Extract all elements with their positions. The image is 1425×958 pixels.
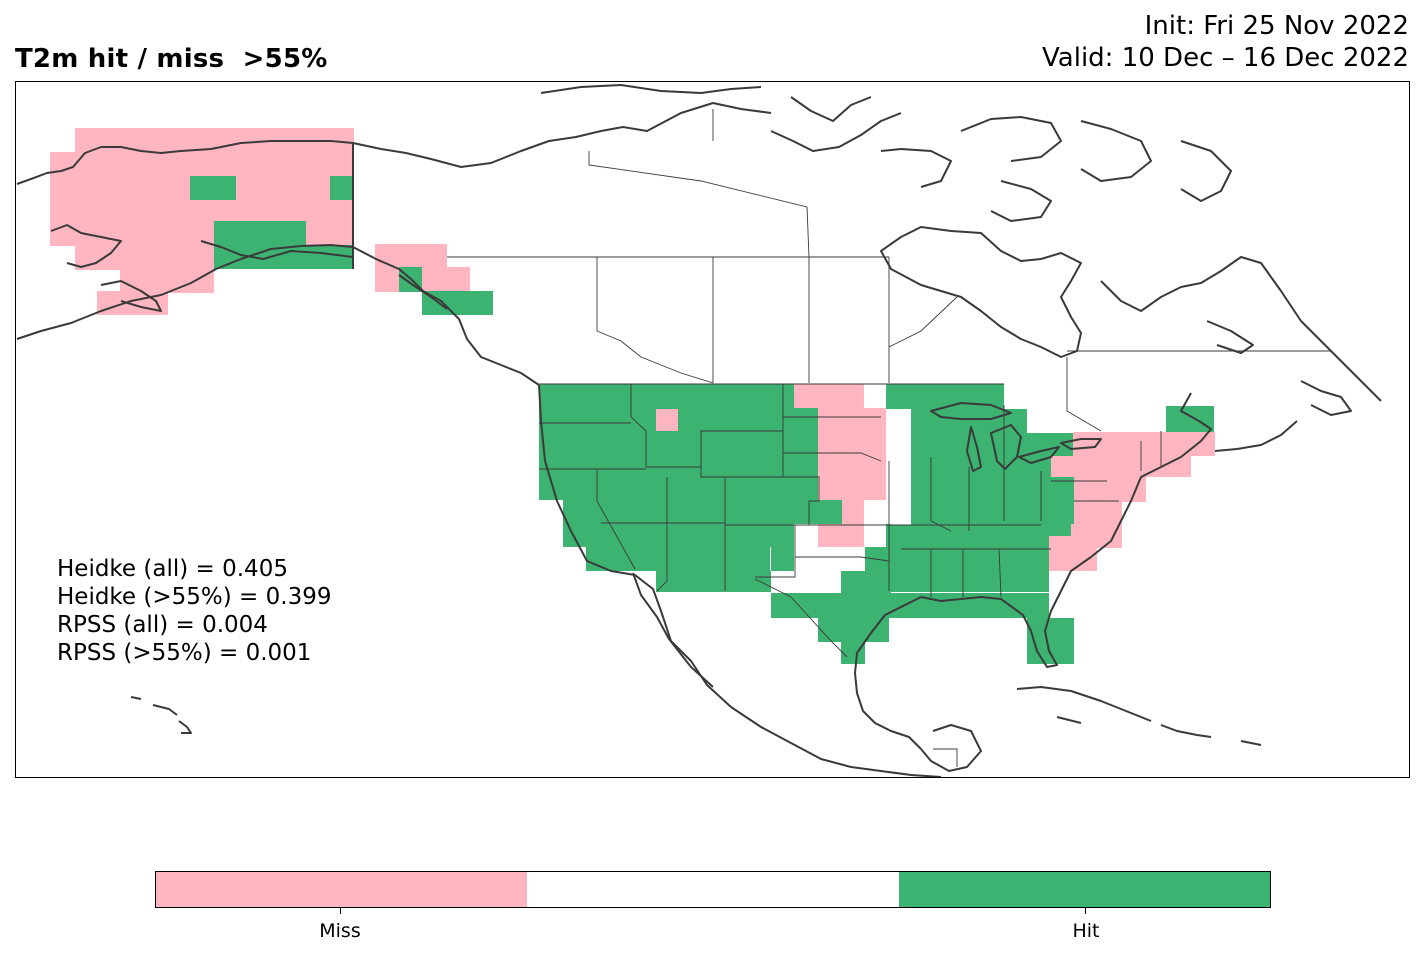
panhandle-grid xyxy=(375,244,493,315)
hit-cells xyxy=(214,245,354,269)
hit-cells xyxy=(1051,477,1074,502)
hit-cells xyxy=(656,571,748,592)
miss-cells xyxy=(50,200,354,222)
hit-cells xyxy=(330,176,354,200)
hit-cells xyxy=(214,221,306,246)
neutral-cells xyxy=(864,384,886,408)
hit-cells xyxy=(771,547,794,571)
hit-cells xyxy=(891,524,1049,592)
neutral-cells xyxy=(864,500,891,524)
rpss-all: RPSS (all) = 0.004 xyxy=(57,612,268,638)
miss-cells xyxy=(375,244,447,269)
valid-dates: Valid: 10 Dec – 16 Dec 2022 xyxy=(1042,43,1409,73)
alaska-grid xyxy=(50,128,354,315)
hit-cells xyxy=(563,500,794,547)
colorbar-label-miss: Miss xyxy=(319,920,361,942)
hit-cells xyxy=(889,593,1049,618)
miss-cells xyxy=(50,152,354,177)
colorbar-tick-hit xyxy=(1085,908,1086,914)
miss-cells xyxy=(1049,536,1097,571)
hit-cells xyxy=(771,593,891,618)
neutral-cells xyxy=(794,571,818,593)
hit-cells xyxy=(818,618,889,642)
neutral-cells xyxy=(771,571,794,593)
map-canvas xyxy=(16,84,1382,777)
hit-cells xyxy=(539,384,794,500)
hit-cells xyxy=(422,291,493,315)
heidke-55: Heidke (>55%) = 0.399 xyxy=(57,584,332,610)
rpss-55: RPSS (>55%) = 0.001 xyxy=(57,640,312,666)
hit-cells xyxy=(841,642,865,664)
map-panel xyxy=(15,81,1410,778)
miss-cells xyxy=(306,221,354,246)
map-title: T2m hit / miss >55% xyxy=(15,44,328,74)
hit-cells xyxy=(1049,524,1071,536)
colorbar xyxy=(155,871,1271,908)
miss-cells xyxy=(794,384,864,408)
miss-cells xyxy=(1073,432,1215,456)
miss-cells xyxy=(120,269,214,293)
hit-cells xyxy=(841,571,891,595)
hit-cells xyxy=(770,500,842,524)
skill-scores: Heidke (all) = 0.405 Heidke (>55%) = 0.3… xyxy=(57,555,331,667)
miss-cells xyxy=(818,408,886,432)
colorbar-hit-segment xyxy=(898,872,1270,907)
heidke-all: Heidke (all) = 0.405 xyxy=(57,556,288,582)
miss-cells xyxy=(50,221,214,246)
miss-cells xyxy=(656,409,678,431)
colorbar-tick-miss xyxy=(340,908,341,914)
hit-cells xyxy=(190,176,236,200)
miss-cells xyxy=(1051,456,1191,477)
colorbar-miss-segment xyxy=(156,872,528,907)
miss-cells xyxy=(842,500,864,524)
miss-cells xyxy=(375,267,470,292)
hit-cells xyxy=(1027,500,1073,524)
hit-cells xyxy=(1166,406,1214,434)
miss-cells xyxy=(75,245,214,270)
political-boundaries xyxy=(352,109,1331,767)
coastlines xyxy=(16,84,1382,777)
neutral-cells xyxy=(794,524,818,548)
init-date: Init: Fri 25 Nov 2022 xyxy=(1144,11,1409,41)
miss-cells xyxy=(818,524,864,547)
forecast-dates: Init: Fri 25 Nov 2022 Valid: 10 Dec – 16… xyxy=(1042,10,1409,74)
hit-cells xyxy=(886,524,891,547)
miss-cells xyxy=(818,432,886,500)
colorbar-label-hit: Hit xyxy=(1072,920,1100,942)
conus-grid xyxy=(539,384,1215,664)
miss-cells xyxy=(1074,500,1122,524)
colorbar-neutral-segment xyxy=(527,872,899,907)
hit-cells xyxy=(586,547,770,571)
neutral-cells xyxy=(818,571,841,593)
neutral-cells xyxy=(794,547,865,571)
